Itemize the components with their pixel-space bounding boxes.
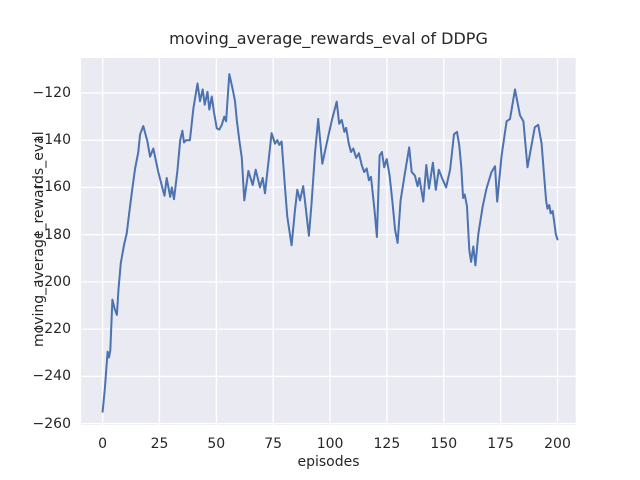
x-axis-label: episodes [297, 454, 360, 470]
x-tick-label: 200 [544, 436, 571, 452]
x-tick-label: 50 [207, 436, 226, 452]
y-tick-label: −180 [32, 226, 71, 243]
y-tick-label: −220 [32, 321, 71, 338]
y-tick-label: −120 [32, 85, 71, 101]
y-tick-label: −260 [32, 415, 71, 432]
x-tick-label: 100 [316, 436, 344, 452]
x-tick-label: 75 [264, 436, 283, 452]
x-tick-label: 0 [98, 436, 108, 452]
y-tick-label: −200 [32, 273, 71, 290]
x-tick-label: 150 [430, 436, 458, 452]
x-tick-label: 25 [150, 436, 169, 452]
x-tick-label: 125 [373, 436, 401, 452]
y-tick-label: −140 [32, 132, 71, 149]
chart-title: moving_average_rewards_eval of DDPG [169, 29, 488, 48]
y-tick-label: −160 [32, 179, 71, 196]
reward-line [101, 73, 559, 413]
x-tick-label: 175 [487, 436, 514, 452]
plot-background [81, 58, 576, 425]
y-tick-label: −240 [32, 368, 71, 385]
